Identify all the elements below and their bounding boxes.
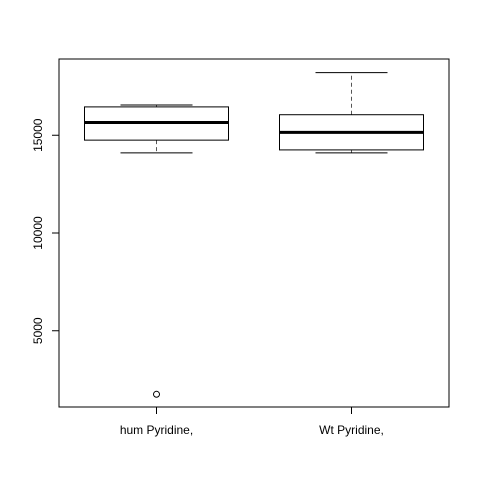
box-group (84, 104, 229, 398)
x-axis: hum Pyridine, Wt Pyridine, (120, 406, 384, 437)
outlier-point (153, 390, 160, 398)
y-tick-label: 5000 (31, 317, 45, 344)
boxes (84, 72, 424, 398)
y-axis: 5000 10000 15000 (31, 118, 60, 344)
box-group (279, 72, 424, 154)
y-tick-label: 10000 (31, 216, 45, 250)
y-tick-label: 15000 (31, 118, 45, 152)
x-tick-label: hum Pyridine, (120, 423, 193, 437)
x-tick-label: Wt Pyridine, (319, 423, 384, 437)
